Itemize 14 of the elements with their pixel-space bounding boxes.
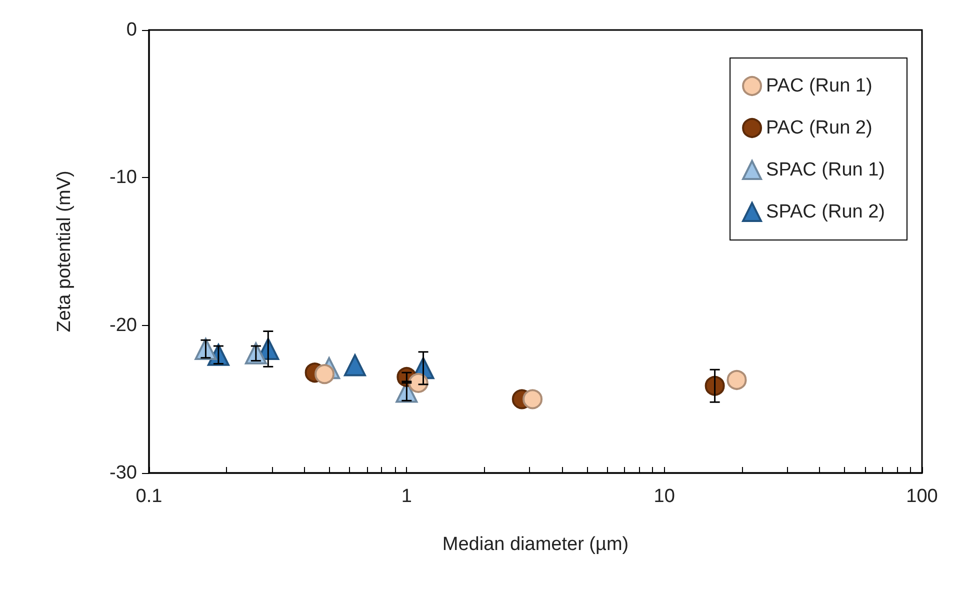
x-tick-label: 10 [654, 486, 675, 507]
y-tick-label: -30 [110, 462, 137, 484]
x-tick-label: 0.1 [136, 486, 162, 507]
y-tick-label: -20 [110, 314, 137, 336]
x-tick-label: 100 [906, 486, 938, 507]
legend-label: PAC (Run 1) [766, 76, 872, 96]
y-axis-title: Zeta potential (mV) [54, 170, 75, 332]
legend-label: SPAC (Run 1) [766, 160, 886, 180]
y-tick-label: -10 [110, 167, 137, 188]
legend-label: SPAC (Run 2) [766, 202, 886, 222]
x-tick-label: 1 [401, 486, 412, 507]
x-axis-title: Median diameter (µm) [442, 534, 629, 555]
y-tick-label: 0 [126, 20, 137, 40]
legend-label: PAC (Run 2) [766, 118, 872, 138]
